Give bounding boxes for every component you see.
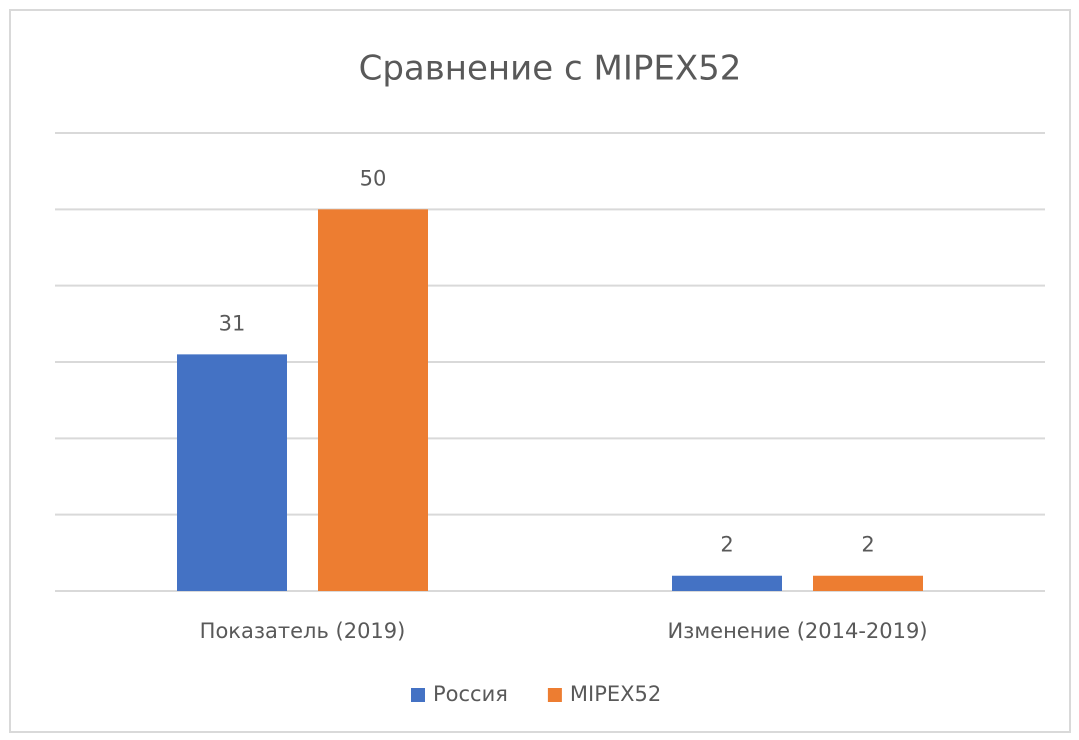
data-label: 31 (219, 311, 246, 335)
x-tick-label: Показатель (2019) (200, 619, 406, 643)
bar (177, 354, 287, 591)
legend-swatch (411, 688, 425, 702)
bar (813, 575, 923, 591)
legend-label: MIPEX52 (570, 682, 661, 706)
data-label: 50 (360, 166, 387, 190)
x-tick-label: Изменение (2014-2019) (667, 619, 927, 643)
data-label: 2 (720, 533, 733, 557)
chart-title: Сравнение с MIPEX52 (359, 49, 742, 89)
legend-swatch (547, 688, 562, 702)
data-label: 2 (861, 533, 874, 557)
bar (672, 575, 782, 591)
bar (318, 209, 428, 592)
legend-label: Россия (433, 682, 508, 706)
